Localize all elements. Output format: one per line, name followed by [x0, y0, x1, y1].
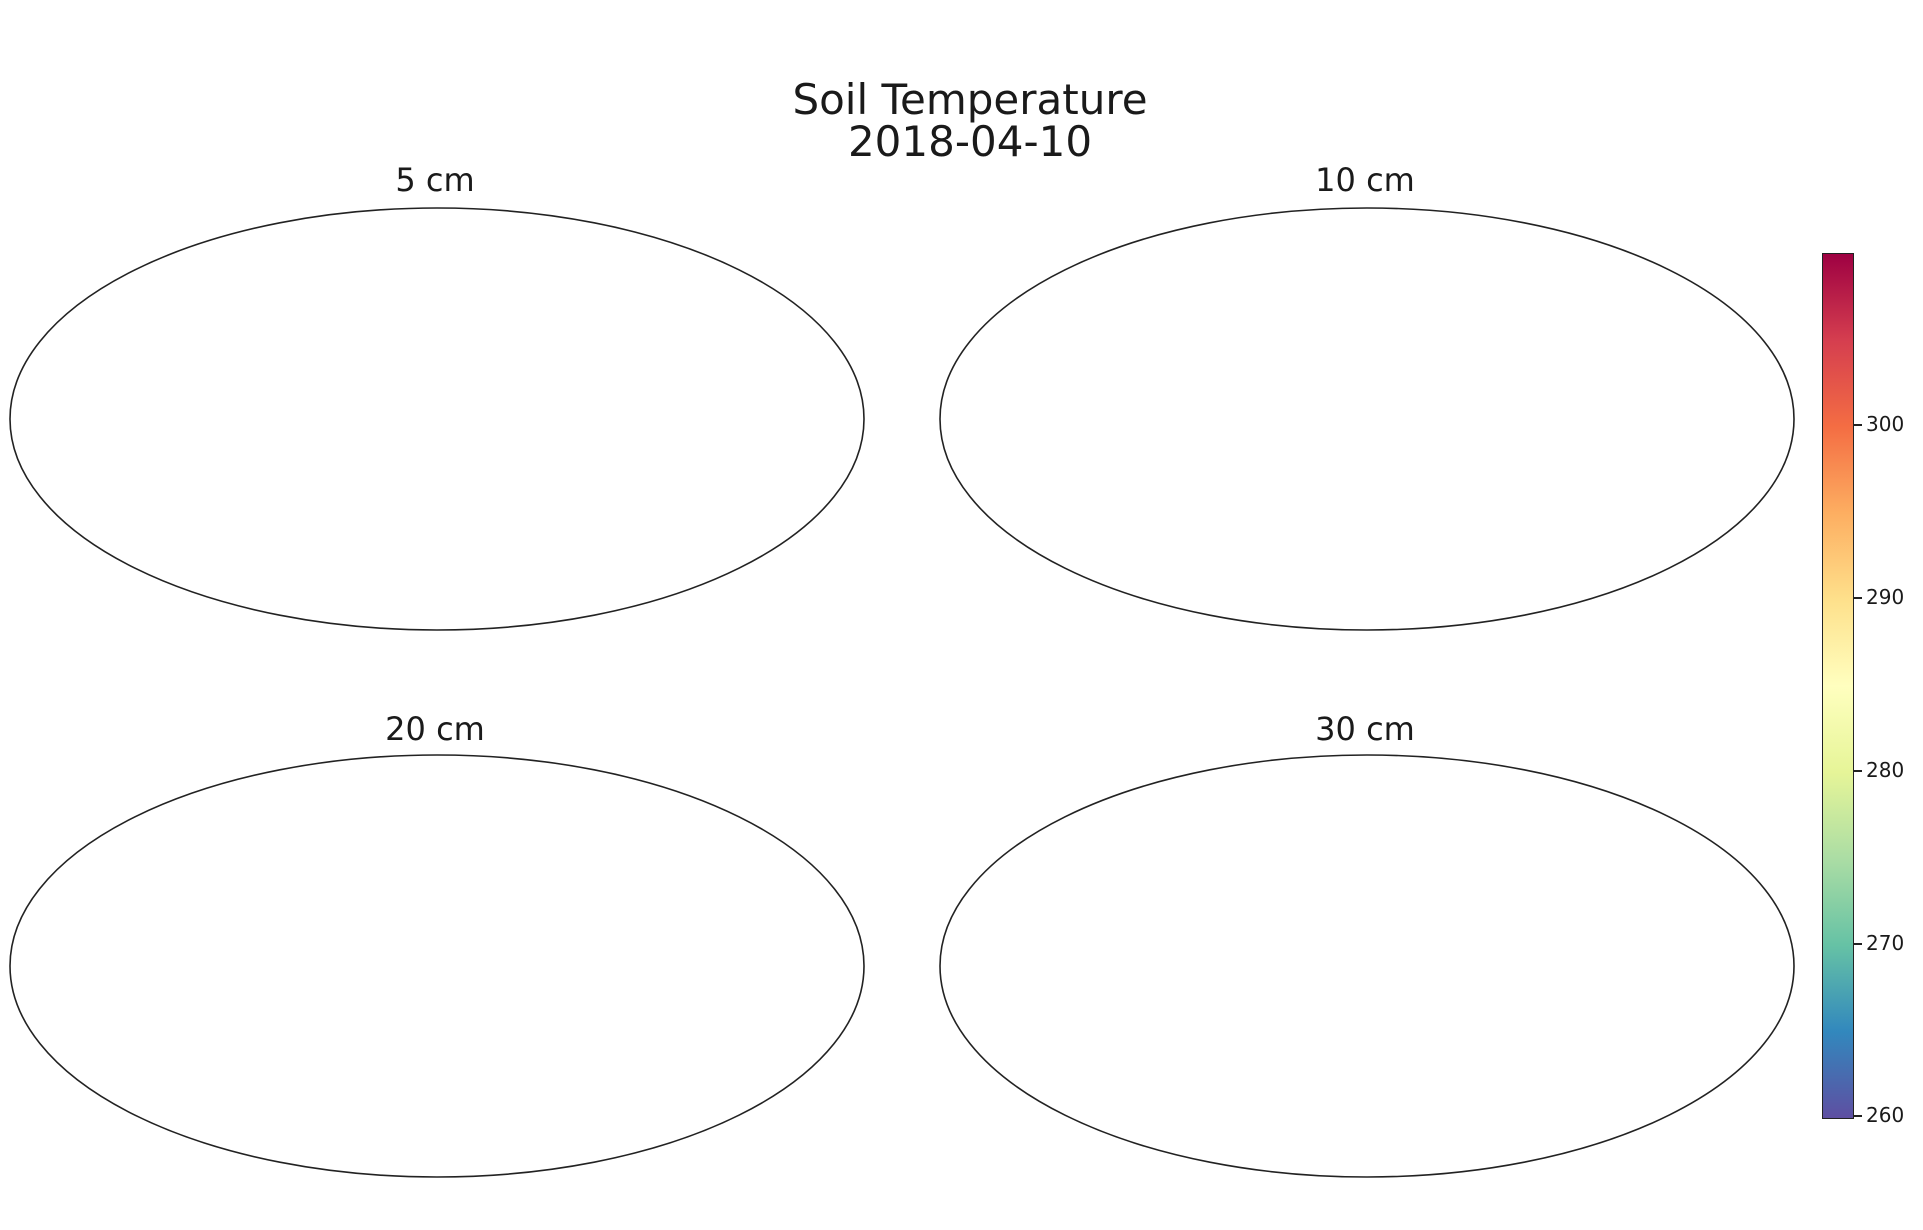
colorbar-tick-290 [1854, 597, 1862, 599]
colorbar-label-290: 290 [1866, 585, 1905, 609]
map-panel-10cm [939, 207, 1795, 631]
figure-date: 2018-04-10 [847, 117, 1093, 166]
colorbar-label-270: 270 [1866, 931, 1905, 955]
colorbar-label-300: 300 [1866, 412, 1905, 436]
colorbar-label-280: 280 [1866, 758, 1905, 782]
globe-outline [9, 754, 865, 1178]
colorbar-tick-280 [1854, 770, 1862, 772]
panel-title-5cm: 5 cm [395, 161, 475, 199]
colorbar-tick-260 [1854, 1115, 1862, 1117]
map-panel-5cm [9, 207, 865, 635]
globe-outline [939, 207, 1795, 631]
panel-title-10cm: 10 cm [1315, 161, 1415, 199]
figure-title: Soil Temperature [792, 75, 1148, 124]
colorbar-tick-270 [1854, 943, 1862, 945]
globe-outline [939, 754, 1795, 1178]
panel-title-20cm: 20 cm [385, 710, 485, 748]
panel-title-30cm: 30 cm [1315, 710, 1415, 748]
map-panel-30cm [939, 754, 1795, 1178]
colorbar [1822, 253, 1854, 1119]
globe-outline [9, 207, 865, 631]
colorbar-tick-300 [1854, 424, 1862, 426]
colorbar-label-260: 260 [1866, 1103, 1905, 1127]
map-panel-20cm [9, 754, 865, 1178]
